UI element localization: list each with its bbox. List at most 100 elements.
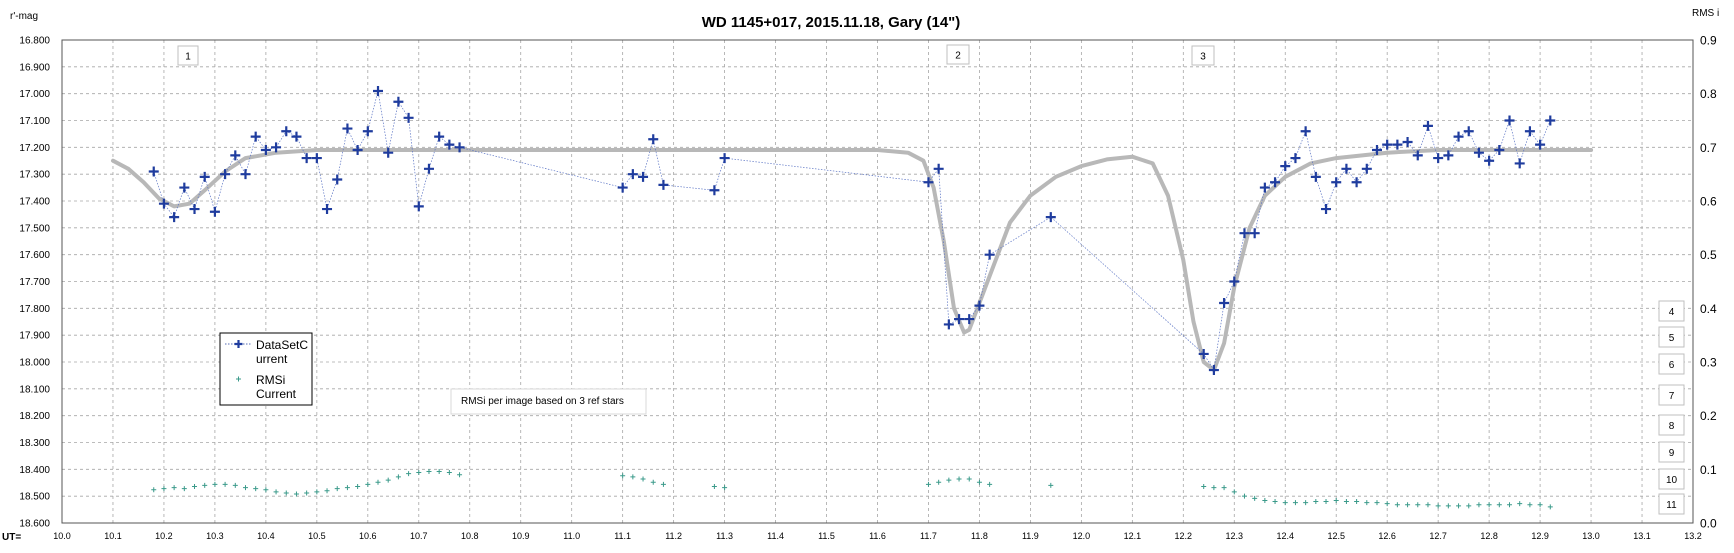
rmsi-point [1507,502,1513,508]
dataset-point [1239,228,1250,239]
rmsi-point [273,489,279,495]
x-tick-label: 12.3 [1226,531,1244,541]
x-tick-label: 13.1 [1633,531,1651,541]
y-left-tick-label: 17.300 [19,170,50,181]
rmsi-point [232,482,238,488]
rmsi-point [1547,504,1553,510]
rmsi-point [304,490,310,496]
rmsi-point [640,476,646,482]
y-left-tick-label: 17.600 [19,250,50,261]
y-right-axis-label: RMS i [1692,8,1719,19]
rmsi-point [293,491,299,497]
y-right-tick-label: 0.7 [1700,141,1717,155]
x-tick-label: 11.3 [716,531,733,541]
x-tick-label: 10.6 [359,531,377,541]
marker-box-5 [1658,326,1685,348]
rmsi-point [1211,485,1217,491]
dataset-point [984,249,995,260]
dataset-point [954,314,965,325]
rmsi-point [1241,493,1247,499]
rmsi-point [283,490,289,496]
rmsi-point [1364,500,1370,506]
dataset-point [158,198,169,209]
dataset-point [1412,150,1423,161]
x-tick-label: 12.9 [1531,531,1549,541]
dataset-point [311,153,322,164]
dataset-point [454,142,465,153]
rmsi-point [426,468,432,474]
dataset-point [230,150,241,161]
y-left-tick-label: 17.900 [19,331,50,342]
marker-box-7 [1658,384,1685,406]
rmsi-point [446,470,452,476]
rmsi-point [202,482,208,488]
dataset-point [179,182,190,193]
ticks-layer: 10.0 10.1 10.2 10.3 10.4 10.5 10.6 10.7 10.8 10.9… [19,34,1717,542]
y-right-tick-label: 0.8 [1700,87,1717,101]
rmsi-point [416,470,422,476]
rmsi-point [1292,500,1298,506]
dataset-point [393,96,404,107]
rmsi-point [406,471,412,477]
dataset-point [1422,120,1433,131]
dataset-point [199,171,210,182]
dataset-point [1494,145,1505,156]
chart-title: WD 1145+017, 2015.11.18, Gary (14") [702,14,961,31]
dataset-point [413,201,424,212]
marker-label-1: 1 [185,52,191,63]
rmsi-point [1527,502,1533,508]
plot-area-frame [61,39,1694,524]
y-right-tick-label: 0.2 [1700,409,1717,423]
rmsi-point [1313,499,1319,505]
rmsi-point [263,487,269,493]
rmsi-point [1456,503,1462,509]
marker-boxes: 1 2 3 4 5 6 7 8 9 10 11 [177,44,1685,515]
y-left-tick-label: 16.800 [19,36,50,47]
x-tick-label: 11.0 [563,531,580,541]
dataset-point [322,204,333,215]
dataset-point [434,131,445,142]
rmsi-point [1303,500,1309,506]
dataset-point [1045,212,1056,223]
dataset-point [1321,204,1332,215]
dataset-point [444,139,455,150]
marker-box-6 [1658,353,1685,375]
y-left-tick-label: 16.900 [19,62,50,73]
marker-label-9: 9 [1669,448,1675,459]
marker-label-11: 11 [1666,500,1677,511]
rmsi-point [1384,501,1390,507]
dataset-point [1341,163,1352,174]
dataset-point [1504,115,1515,126]
dataset-point [1545,115,1556,126]
dataset-point [648,134,659,145]
y-left-tick-label: 18.300 [19,438,50,449]
rmsi-point [375,479,381,485]
dataset-point [1443,150,1454,161]
rmsi-point [722,485,728,491]
dataset-point [709,185,720,196]
rmsi-point [355,484,361,490]
x-tick-label: 13.0 [1582,531,1600,541]
rmsi-point [171,485,177,491]
marker-label-7: 7 [1669,391,1675,402]
dataset-point [943,319,954,330]
x-tick-label: 10.3 [206,531,224,541]
rmsi-point [395,474,401,480]
y-right-tick-label: 0.4 [1700,302,1717,316]
y-left-tick-label: 18.600 [19,519,50,530]
rmsi-point [181,486,187,492]
rmsi-point [1415,502,1421,508]
dataset-point [1371,145,1382,156]
marker-box-3 [1191,45,1215,66]
rmsi-point [1435,503,1441,509]
dataset-point [617,182,628,193]
rmsi-point [1221,485,1227,491]
y-left-tick-label: 18.100 [19,384,50,395]
dataset-point [169,212,180,223]
dataset-point [373,85,384,96]
dataset-point [332,174,343,185]
dataset-point [291,131,302,142]
rmsi-point [1282,500,1288,506]
dataset-point [1351,177,1362,188]
x-tick-label: 11.9 [1022,531,1039,541]
